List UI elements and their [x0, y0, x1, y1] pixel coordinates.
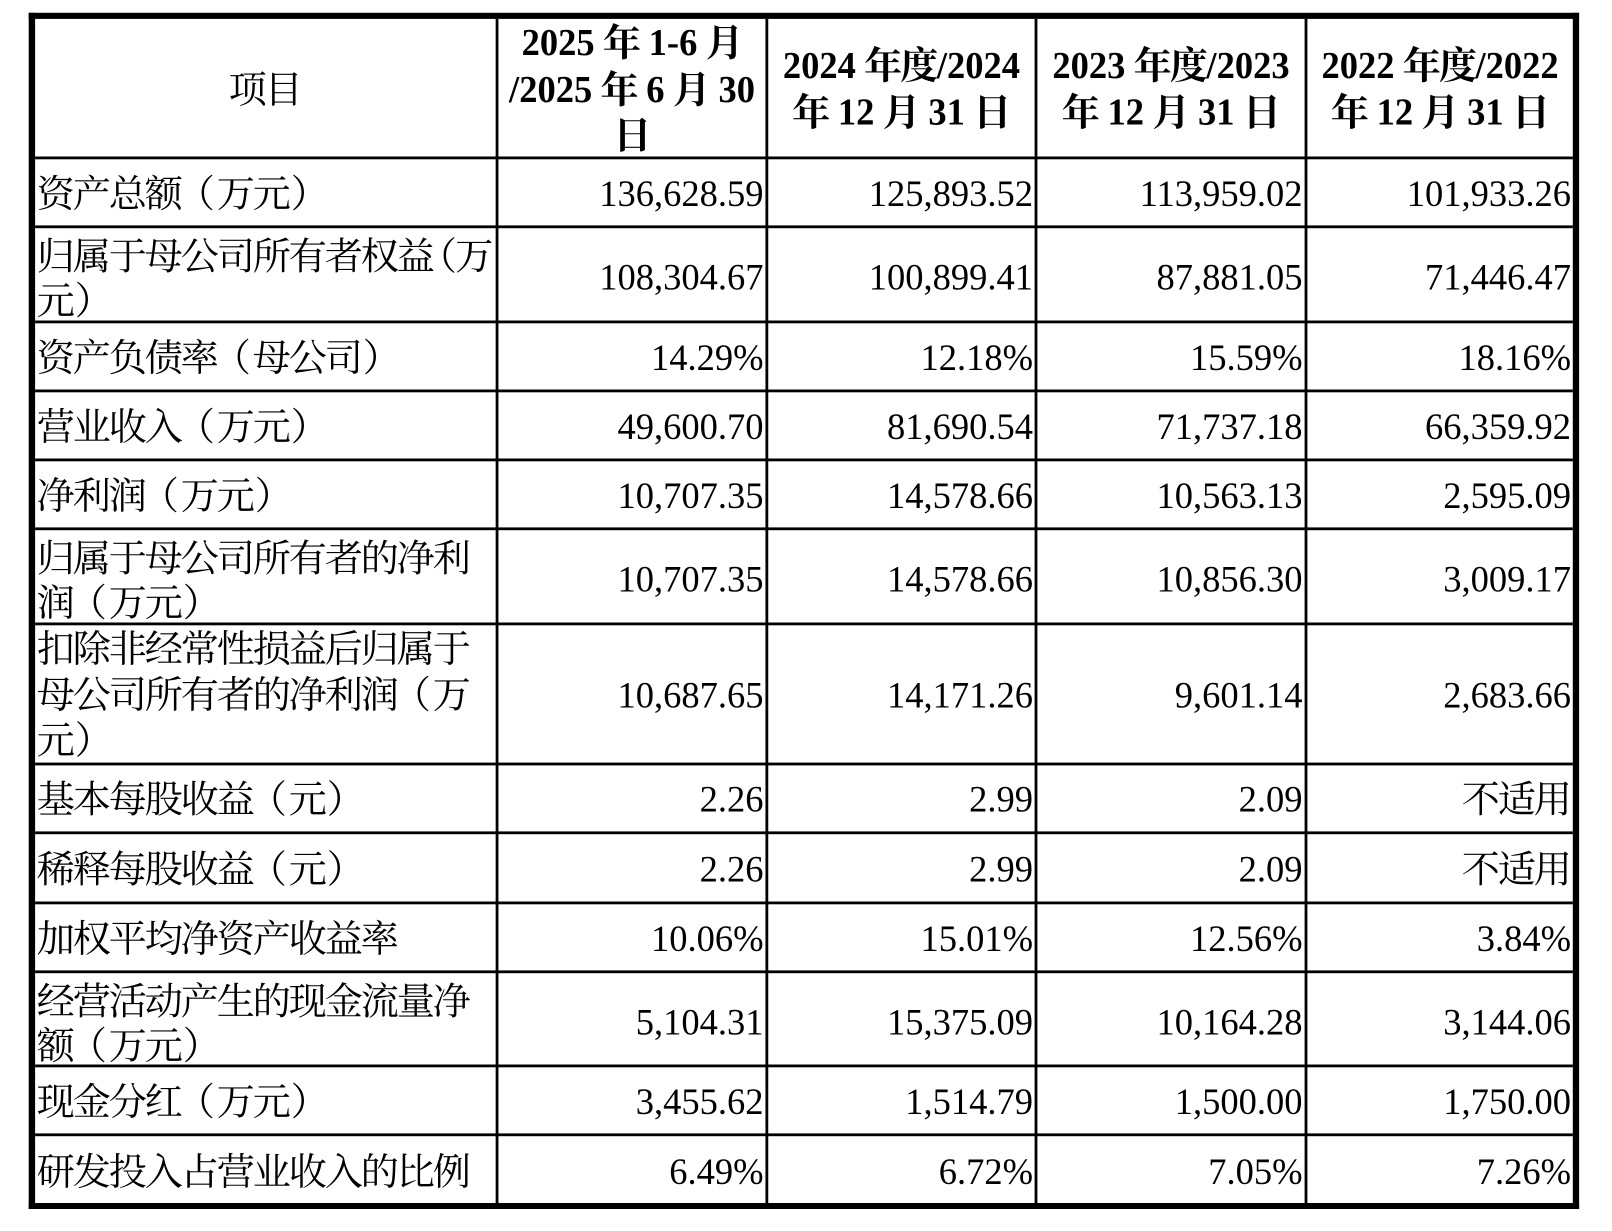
- svg-text:49,600.70: 49,600.70: [618, 406, 764, 447]
- svg-text:2,595.09: 2,595.09: [1443, 475, 1571, 516]
- svg-text:6.49%: 6.49%: [669, 1151, 763, 1192]
- svg-text:/2024: /2024: [936, 45, 1020, 87]
- svg-text:14,171.26: 14,171.26: [887, 675, 1033, 716]
- svg-text:3,144.06: 3,144.06: [1443, 1002, 1571, 1043]
- svg-text:2025: 2025: [522, 22, 595, 64]
- svg-text:101,933.26: 101,933.26: [1407, 173, 1571, 214]
- svg-text:12: 12: [1377, 92, 1414, 134]
- svg-text:9,601.14: 9,601.14: [1175, 675, 1303, 716]
- svg-text:10,687.65: 10,687.65: [618, 675, 764, 716]
- svg-text:10,707.35: 10,707.35: [618, 559, 764, 600]
- svg-text:12: 12: [1108, 92, 1145, 134]
- svg-text:31: 31: [1198, 92, 1235, 134]
- svg-text:71,737.18: 71,737.18: [1157, 406, 1303, 447]
- svg-text:2.99: 2.99: [969, 779, 1033, 820]
- svg-text:7.05%: 7.05%: [1208, 1151, 1302, 1192]
- svg-text:2023: 2023: [1052, 45, 1125, 87]
- svg-text:18.16%: 18.16%: [1458, 337, 1571, 378]
- svg-text:87,881.05: 87,881.05: [1157, 257, 1303, 298]
- svg-text:3,455.62: 3,455.62: [636, 1081, 764, 1122]
- svg-text:14.29%: 14.29%: [651, 337, 764, 378]
- svg-text:136,628.59: 136,628.59: [599, 173, 763, 214]
- svg-text:10,707.35: 10,707.35: [618, 475, 764, 516]
- svg-text:100,899.41: 100,899.41: [869, 257, 1033, 298]
- svg-text:15.59%: 15.59%: [1190, 337, 1303, 378]
- svg-text:31: 31: [1467, 92, 1504, 134]
- svg-text:1,514.79: 1,514.79: [905, 1081, 1033, 1122]
- svg-text:12.56%: 12.56%: [1190, 918, 1303, 959]
- svg-text:14,578.66: 14,578.66: [887, 559, 1033, 600]
- svg-text:2.26: 2.26: [700, 849, 764, 890]
- svg-text:81,690.54: 81,690.54: [887, 406, 1033, 447]
- svg-text:/2023: /2023: [1205, 45, 1289, 87]
- svg-text:31: 31: [928, 92, 965, 134]
- svg-text:30: 30: [718, 69, 755, 111]
- svg-text:2,683.66: 2,683.66: [1443, 675, 1571, 716]
- svg-text:2.09: 2.09: [1239, 779, 1303, 820]
- svg-text:2024: 2024: [783, 45, 856, 87]
- svg-text:12.18%: 12.18%: [920, 337, 1033, 378]
- svg-text:2022: 2022: [1322, 45, 1395, 87]
- svg-text:1,500.00: 1,500.00: [1175, 1081, 1303, 1122]
- svg-text:66,359.92: 66,359.92: [1425, 406, 1571, 447]
- svg-text:2.26: 2.26: [700, 779, 764, 820]
- svg-text:5,104.31: 5,104.31: [636, 1002, 764, 1043]
- svg-text:10.06%: 10.06%: [651, 918, 764, 959]
- svg-text:6: 6: [646, 69, 664, 111]
- svg-text:14,578.66: 14,578.66: [887, 475, 1033, 516]
- svg-text:10,164.28: 10,164.28: [1157, 1002, 1303, 1043]
- svg-text:2.09: 2.09: [1239, 849, 1303, 890]
- svg-text:113,959.02: 113,959.02: [1140, 173, 1303, 214]
- svg-text:1,750.00: 1,750.00: [1443, 1081, 1571, 1122]
- svg-text:108,304.67: 108,304.67: [599, 257, 763, 298]
- svg-text:12: 12: [838, 92, 875, 134]
- svg-text:3,009.17: 3,009.17: [1443, 559, 1571, 600]
- svg-text:71,446.47: 71,446.47: [1425, 257, 1571, 298]
- svg-text:2.99: 2.99: [969, 849, 1033, 890]
- svg-text:6.72%: 6.72%: [939, 1151, 1033, 1192]
- svg-text:3.84%: 3.84%: [1477, 918, 1571, 959]
- svg-text:15.01%: 15.01%: [920, 918, 1033, 959]
- svg-text:125,893.52: 125,893.52: [869, 173, 1033, 214]
- svg-text:10,563.13: 10,563.13: [1157, 475, 1303, 516]
- svg-text:1-6: 1-6: [649, 22, 698, 64]
- svg-text:10,856.30: 10,856.30: [1157, 559, 1303, 600]
- svg-text:15,375.09: 15,375.09: [887, 1002, 1033, 1043]
- svg-text:/2025: /2025: [508, 69, 592, 111]
- svg-text:/2022: /2022: [1475, 45, 1559, 87]
- svg-text:7.26%: 7.26%: [1477, 1151, 1571, 1192]
